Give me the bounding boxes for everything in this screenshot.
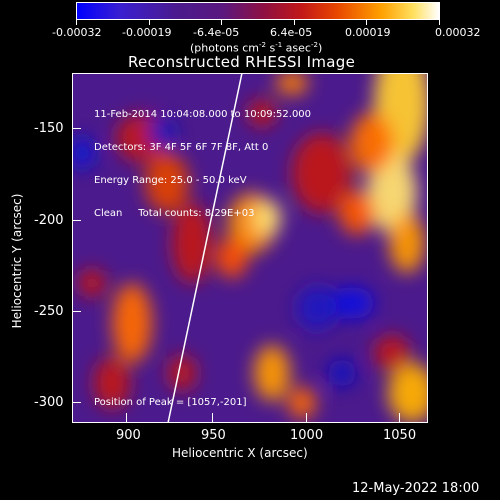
time-range: 11-Feb-2014 10:04:08.000 to 10:09:52.000 [94,109,312,120]
x-tick-label: 1000 [290,428,324,443]
emission-blob [350,113,394,173]
emission-blob [94,357,130,409]
observation-info: 11-Feb-2014 10:04:08.000 to 10:09:52.000… [94,87,311,230]
x-axis-ticks [72,413,428,423]
energy-range: Energy Range: 25.0 - 50.0 keV [94,175,247,186]
emission-blob [145,153,189,213]
emission-blob [389,213,425,273]
solar-limb-line [167,73,243,423]
y-tick-label: -150 [34,121,64,136]
emission-blob [330,287,374,319]
emission-blob [148,119,176,147]
y-axis-label: Heliocentric Y (arcsec) [10,193,24,329]
colorbar [76,2,440,20]
colorbar-ticks [76,20,440,26]
detectors: Detectors: 3F 4F 5F 6F 7F 8F, Att 0 [94,142,269,153]
peak-position: Position of Peak = [1057,-201] [94,397,247,408]
colorbar-tick-label: -0.00032 [52,26,102,39]
colorbar-units: (photons cm-2 s-1 asec-2) [190,41,323,55]
emission-blob [297,286,337,330]
emission-blob [292,133,352,213]
emission-blob [168,355,196,391]
emission-blob [328,359,356,387]
emission-blob [72,137,96,169]
colorbar-tick-label: 6.4e-05 [270,26,313,39]
emission-blob [288,387,316,419]
x-tick-label: 950 [201,428,226,443]
emission-blob [367,153,417,233]
colorbar-tick-label: -6.4e-05 [193,26,240,39]
emission-blob [112,283,152,363]
plot-title: Reconstructed RHESSI Image [128,53,356,71]
clean-counts: Clean Total counts: 8.29E+03 [94,208,255,219]
emission-blob [253,200,281,236]
emission-blob [276,73,308,95]
emission-blob [248,99,276,127]
footer-date: 12-May-2022 18:00 [352,481,480,496]
rhessi-image [72,73,428,423]
colorbar-tick-label: 0.00019 [345,26,391,39]
x-tick-label: 900 [116,428,141,443]
y-tick-label: -300 [34,395,64,410]
emission-blob [374,335,410,371]
emission-blob [216,238,248,278]
emission-blob [78,269,106,297]
x-tick-label: 1050 [383,428,417,443]
y-tick-label: -200 [34,213,64,228]
emission-blob [254,345,290,401]
rhessi-image-map [72,73,428,423]
colorbar-tick-label: 0.00032 [435,26,481,39]
y-tick-label: -250 [34,304,64,319]
emission-blob [339,191,375,235]
x-axis-label: Heliocentric X (arcsec) [172,446,308,460]
emission-blob [388,363,428,423]
y-axis-ticks [72,73,82,423]
colorbar-tick-label: -0.00019 [122,26,172,39]
